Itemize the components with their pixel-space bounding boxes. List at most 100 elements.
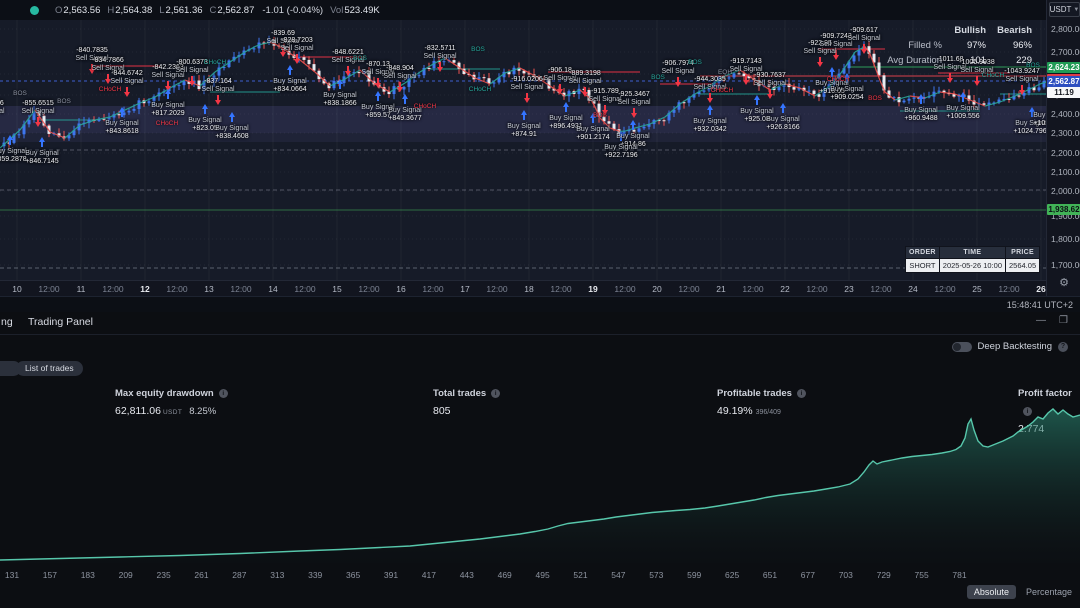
scale-mode-switch: Absolute Percentage (966, 585, 1072, 599)
time-axis[interactable]: 10 12:00 11 12:00 12 12:00 13 12:00 14 12:00 15 12:… (0, 280, 1046, 297)
price-axis-label: 1,800.00 (1051, 234, 1080, 244)
equity-axis-label: 755 (914, 570, 929, 580)
price-badge: 1,938.62 (1047, 204, 1080, 215)
time-axis-day: 14 (268, 284, 278, 294)
time-axis-day: 18 (524, 284, 534, 294)
equity-axis-label: 131 (4, 570, 20, 580)
price-axis[interactable]: 2,800.002,700.002,500.002,400.002,300.00… (1046, 0, 1080, 296)
percentage-button[interactable]: Percentage (1025, 587, 1072, 597)
time-axis-day: 19 (588, 284, 598, 294)
tab-partial[interactable]: ng (1, 316, 13, 328)
equity-curve-chart[interactable] (0, 400, 1080, 565)
time-axis-day: 23 (844, 284, 854, 294)
trend-trail (0, 41, 1046, 149)
panel-tab-bar: ng Trading Panel — ❐ (0, 312, 1080, 335)
price-axis-label: 1,700.00 (1051, 260, 1080, 270)
status-bar: 15:48:41 UTC+2 (0, 296, 1080, 313)
equity-axis-label: 391 (383, 570, 399, 580)
deep-backtesting-toggle[interactable] (951, 341, 972, 352)
equity-area (0, 409, 1080, 563)
tab-trading-panel[interactable]: Trading Panel (28, 316, 93, 328)
help-icon[interactable]: ? (1058, 341, 1068, 352)
time-axis-day: 21 (716, 284, 726, 294)
time-axis-intraday: 12:00 (870, 284, 892, 294)
equity-axis-label: 677 (800, 570, 815, 580)
equity-axis-label: 313 (270, 570, 285, 580)
time-axis-day: 11 (76, 284, 86, 294)
symbol-logo-icon (30, 5, 39, 15)
time-axis-intraday: 12:00 (38, 284, 60, 294)
price-scale-settings-icon[interactable]: ⚙ (1059, 277, 1069, 289)
equity-axis-label: 469 (497, 570, 512, 580)
time-axis-day: 15 (332, 284, 342, 294)
equity-axis-label: 261 (194, 570, 209, 580)
time-axis-intraday: 12:00 (742, 284, 764, 294)
time-axis-intraday: 12:00 (614, 284, 636, 294)
time-axis-intraday: 12:00 (998, 284, 1020, 294)
time-axis-day: 13 (204, 284, 214, 294)
info-icon[interactable]: i (796, 389, 806, 398)
equity-axis-label: 365 (346, 570, 361, 580)
equity-axis-label: 599 (687, 570, 702, 580)
equity-axis-label: 183 (80, 570, 95, 580)
equity-axis-label: 651 (762, 570, 778, 580)
equity-axis-label: 495 (535, 570, 550, 580)
price-axis-label: 2,000.00 (1051, 186, 1080, 196)
stat-block: Max equity drawdown i 62,811.06 USDT 8.25% (115, 383, 228, 417)
equity-axis-label: 339 (308, 570, 323, 580)
price-axis-label: 2,100.00 (1051, 167, 1080, 177)
symbol-info-bar: O2,563.56 H2,564.38 L2,561.36 C2,562.87 -1.0… (0, 0, 1046, 21)
time-axis-intraday: 12:00 (806, 284, 828, 294)
price-axis-label: 1,900.00 (1051, 211, 1080, 221)
price-axis-label: 2,700.00 (1051, 47, 1080, 57)
currency-selector[interactable]: USDT ▼ (1049, 2, 1080, 17)
price-axis-label: 2,200.00 (1051, 148, 1080, 158)
equity-axis-label: 417 (421, 570, 436, 580)
price-axis-label: 2,300.00 (1051, 128, 1080, 138)
price-badge: 11.19 (1047, 87, 1080, 98)
pill-list-of-trades[interactable]: List of trades (16, 361, 83, 376)
minimize-panel-icon[interactable]: — (1036, 315, 1046, 326)
equity-axis-label: 547 (611, 570, 626, 580)
time-axis-intraday: 12:00 (934, 284, 956, 294)
ohlc-readout: O2,563.56 H2,564.38 L2,561.36 C2,562.87 -1.0… (55, 4, 380, 16)
time-axis-intraday: 12:00 (166, 284, 188, 294)
time-axis-intraday: 12:00 (550, 284, 572, 294)
equity-axis-label: 781 (952, 570, 967, 580)
time-axis-day: 24 (908, 284, 918, 294)
equity-axis-label: 235 (156, 570, 171, 580)
equity-axis-label: 625 (725, 570, 740, 580)
time-axis-day: 25 (972, 284, 982, 294)
time-axis-intraday: 12:00 (486, 284, 508, 294)
pill-partial[interactable]: os (0, 361, 21, 376)
equity-axis-label: 703 (838, 570, 853, 580)
session-clock[interactable]: 15:48:41 UTC+2 (1006, 300, 1073, 310)
candlestick-canvas[interactable] (0, 20, 1046, 280)
equity-axis-label: 209 (118, 570, 133, 580)
equity-axis-label: 729 (876, 570, 891, 580)
absolute-button[interactable]: Absolute (966, 585, 1016, 599)
time-axis-intraday: 12:00 (678, 284, 700, 294)
bullish-column-header: Bullish (954, 25, 986, 36)
maximize-panel-icon[interactable]: ❐ (1059, 315, 1068, 326)
stat-block: Total trades i 805 (433, 383, 501, 417)
equity-axis-label: 287 (232, 570, 247, 580)
time-axis-day: 10 (12, 284, 22, 294)
deep-backtesting-label: Deep Backtesting (977, 341, 1052, 352)
time-axis-intraday: 12:00 (358, 284, 380, 294)
equity-axis-label: 521 (573, 570, 588, 580)
equity-axis-label: 443 (459, 570, 474, 580)
deep-backtesting-control: Deep Backtesting ? (951, 341, 1068, 352)
info-icon[interactable]: i (1023, 407, 1032, 416)
currency-label: USDT (1049, 5, 1072, 14)
time-axis-day: 22 (780, 284, 790, 294)
price-axis-label: 2,400.00 (1051, 109, 1080, 119)
time-axis-day: 12 (140, 284, 150, 294)
bearish-column-header: Bearish (997, 25, 1032, 36)
signal-arrows (7, 44, 1035, 147)
equity-curve (0, 408, 1080, 561)
info-icon[interactable]: i (491, 389, 501, 398)
info-icon[interactable]: i (218, 389, 228, 398)
